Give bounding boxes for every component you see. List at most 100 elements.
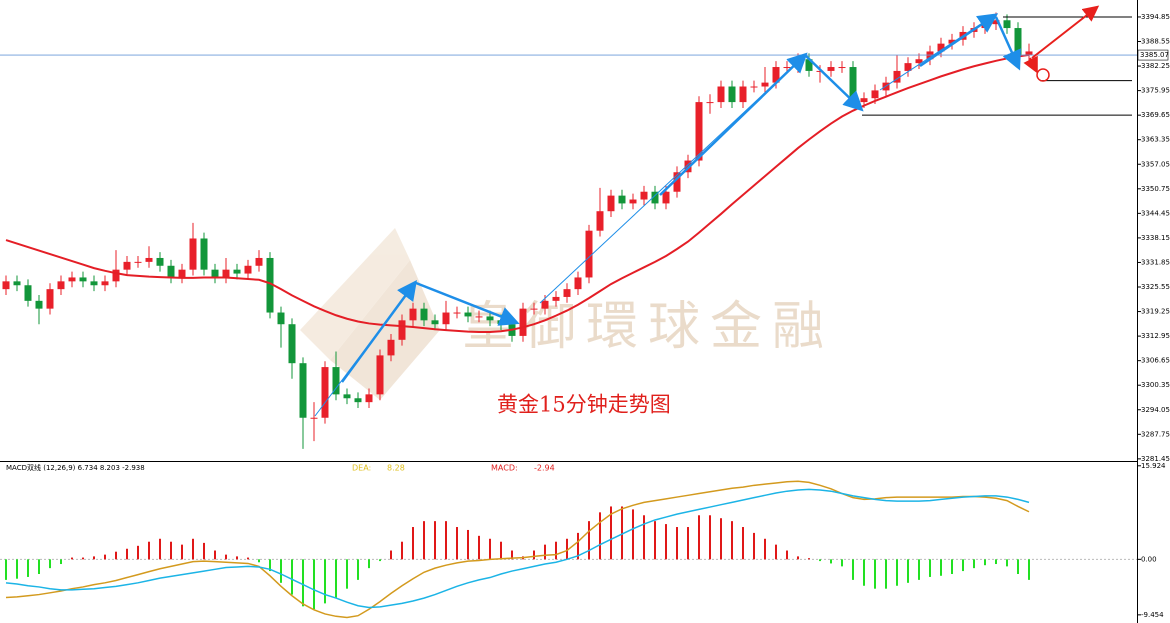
logo-shape	[300, 228, 410, 360]
arrow	[659, 52, 808, 196]
candle-body	[783, 67, 791, 69]
y-tick-label: 3319.25	[1141, 308, 1170, 316]
candle-body	[200, 238, 208, 270]
candle-body	[68, 277, 76, 282]
candle-body	[387, 339, 395, 356]
candle-body	[244, 265, 252, 274]
arrow	[994, 16, 1021, 71]
candle-body	[277, 312, 285, 325]
y-tick-label: 15.924	[1141, 462, 1166, 470]
watermark: 皇御環球金融	[462, 297, 834, 357]
y-tick-label: 3300.35	[1141, 381, 1170, 389]
candle-body	[761, 82, 769, 87]
candle-body	[596, 211, 604, 231]
candle-body	[156, 257, 164, 266]
candle-body	[90, 281, 98, 286]
candle-body	[585, 230, 593, 278]
current-price-label: 3385.07	[1140, 51, 1169, 59]
candle-body	[563, 289, 571, 297]
candle-body	[904, 63, 912, 71]
candle-body	[673, 172, 681, 192]
current-price-box	[1137, 49, 1169, 61]
candle-body	[299, 363, 307, 418]
macd-value: -2.94	[534, 464, 555, 473]
candle-body	[211, 269, 219, 278]
candle-body	[948, 39, 956, 44]
candle-body	[453, 312, 461, 314]
candle-body	[442, 312, 450, 325]
candle-body	[376, 355, 384, 395]
y-tick-label: 3375.95	[1141, 87, 1170, 95]
macd-line	[5, 488, 1030, 609]
candle-body	[519, 308, 527, 336]
candle-body	[167, 265, 175, 278]
macd-header: MACD双线 (12,26,9) 6.734 8.203 -2.938	[6, 463, 145, 472]
candle-body	[222, 269, 230, 278]
y-tick-label: 3287.75	[1141, 430, 1170, 438]
arrow	[1031, 5, 1100, 59]
candle-body	[189, 238, 197, 270]
y-tick-label: 3312.95	[1141, 332, 1170, 340]
candle-body	[552, 296, 560, 301]
candle-body	[629, 199, 637, 204]
y-tick-label: 3338.15	[1141, 234, 1170, 242]
candle-body	[750, 86, 758, 88]
candle-body	[79, 277, 87, 282]
candle-body	[893, 70, 901, 83]
drawn-annotations	[314, 5, 1100, 417]
y-tick-label: 3363.35	[1141, 136, 1170, 144]
candle-body	[134, 261, 142, 263]
candle-body	[937, 43, 945, 52]
candle-body	[101, 281, 109, 286]
candle-body	[178, 269, 186, 278]
y-tick-label: -9.454	[1141, 611, 1164, 619]
macd-label: MACD:	[491, 464, 518, 473]
candle-body	[640, 191, 648, 200]
dea-label: DEA:	[352, 464, 371, 473]
arrow	[1023, 55, 1038, 74]
candle-body	[1003, 20, 1011, 29]
y-tick-label: 3325.55	[1141, 283, 1170, 291]
candle-body	[816, 70, 824, 72]
candle-body	[541, 300, 549, 309]
candle-body	[409, 308, 417, 321]
candle-body	[1014, 28, 1022, 56]
candle-body	[706, 102, 714, 104]
target-circle	[1036, 68, 1050, 82]
candle-body	[321, 367, 329, 418]
candle-body	[57, 281, 65, 290]
candle-body	[464, 312, 472, 317]
arrow	[415, 281, 520, 326]
candle-body	[233, 269, 241, 274]
candle-body	[475, 316, 483, 318]
candle-body	[695, 102, 703, 161]
chart-annotation: 黄金15分钟走势图	[497, 393, 671, 417]
candle-body	[431, 320, 439, 325]
candle-body	[486, 316, 494, 321]
y-tick-label: 3369.65	[1141, 111, 1170, 119]
candle-body	[607, 195, 615, 212]
y-tick-label: 0.00	[1141, 555, 1157, 563]
candle-body	[849, 67, 857, 103]
y-tick-label: 3394.85	[1141, 13, 1170, 21]
candle-body	[497, 320, 505, 325]
candle-body	[112, 269, 120, 282]
y-tick-label: 3344.45	[1141, 209, 1170, 217]
y-tick-label: 3306.65	[1141, 357, 1170, 365]
y-tick-label: 3331.85	[1141, 258, 1170, 266]
candle-body	[398, 320, 406, 340]
candle-body	[651, 191, 659, 204]
candle-body	[255, 257, 263, 266]
candle-body	[618, 195, 626, 204]
candle-body	[1025, 51, 1033, 56]
candle-body	[145, 257, 153, 262]
y-tick-label: 3357.05	[1141, 160, 1170, 168]
candle-body	[354, 398, 362, 403]
candle-body	[365, 394, 373, 403]
dea-value: 8.28	[387, 464, 405, 473]
arrow	[919, 13, 999, 68]
candle-body	[46, 289, 54, 309]
